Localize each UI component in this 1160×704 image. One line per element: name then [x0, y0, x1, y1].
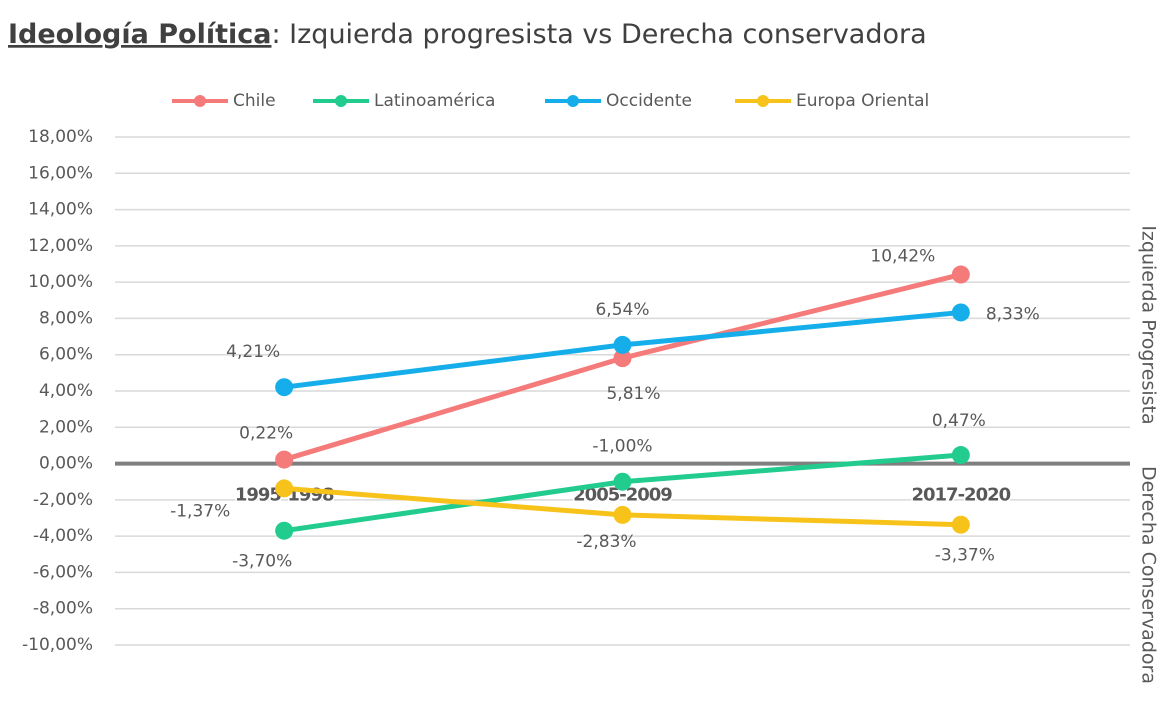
y-tick-label: 4,00% — [39, 381, 93, 401]
y-tick-label: 18,00% — [28, 127, 93, 147]
data-point — [951, 515, 970, 534]
data-label: -2,83% — [576, 532, 636, 552]
data-label: 6,54% — [595, 300, 649, 320]
y-tick-label: -4,00% — [33, 526, 93, 546]
y-tick-label: 14,00% — [28, 200, 93, 220]
legend-marker — [757, 95, 769, 107]
data-point — [951, 265, 970, 284]
data-point — [613, 472, 632, 491]
data-label: 0,22% — [239, 424, 293, 444]
data-point — [613, 349, 632, 368]
data-label: 10,42% — [870, 247, 935, 267]
legend-label: Latinoamérica — [374, 91, 495, 111]
data-label: -3,70% — [232, 552, 292, 572]
legend-label: Occidente — [606, 91, 692, 111]
y-tick-label: 8,00% — [39, 308, 93, 328]
y-tick-label: 12,00% — [28, 236, 93, 256]
data-label: 4,21% — [226, 342, 280, 362]
y-tick-label: 16,00% — [28, 163, 93, 183]
axis-annotation: Izquierda Progresista — [1138, 225, 1160, 424]
y-tick-label: -6,00% — [33, 562, 93, 582]
title-line: Ideología Política: Izquierda progresist… — [8, 19, 927, 50]
chart-subtitle: : Izquierda progresista vs Derecha conse… — [271, 19, 926, 50]
legend-marker — [335, 95, 347, 107]
data-point — [275, 450, 294, 469]
legend-marker — [194, 95, 206, 107]
data-label: 5,81% — [606, 384, 660, 404]
y-tick-label: -8,00% — [33, 599, 93, 619]
data-label: -1,00% — [592, 437, 652, 457]
data-label: 0,47% — [932, 411, 986, 431]
data-label: -1,37% — [170, 501, 230, 521]
data-label: 8,33% — [986, 304, 1040, 324]
axis-annotation: Derecha Conservadora — [1138, 466, 1160, 684]
legend-label: Chile — [233, 91, 276, 111]
data-label: -3,37% — [935, 546, 995, 566]
data-point — [951, 446, 970, 465]
y-tick-label: 6,00% — [39, 345, 93, 365]
y-tick-label: 0,00% — [39, 454, 93, 474]
data-point — [275, 378, 294, 397]
data-point — [951, 303, 970, 322]
chart-title: Ideología Política — [8, 19, 271, 50]
x-tick-label: 2017-2020 — [911, 485, 1010, 506]
data-point — [613, 335, 632, 354]
y-tick-label: 10,00% — [28, 272, 93, 292]
y-tick-label: -10,00% — [22, 635, 93, 655]
y-tick-label: 2,00% — [39, 417, 93, 437]
data-point — [275, 479, 294, 498]
data-point — [613, 505, 632, 524]
data-point — [275, 521, 294, 540]
legend-marker — [567, 95, 579, 107]
legend-label: Europa Oriental — [796, 91, 929, 111]
y-tick-label: -2,00% — [33, 490, 93, 510]
